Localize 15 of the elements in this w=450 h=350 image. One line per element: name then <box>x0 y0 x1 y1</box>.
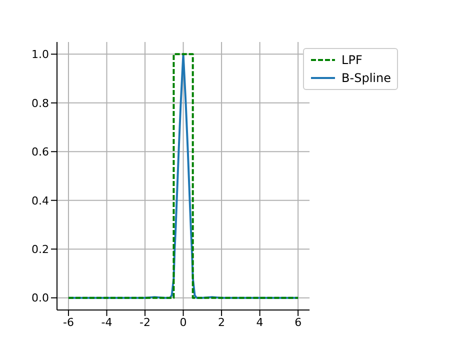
x-tick-label: 4 <box>256 316 264 329</box>
y-tick-label: 0.2 <box>32 242 49 256</box>
x-tick-label: 6 <box>294 316 302 329</box>
x-tick-label: -6 <box>62 316 74 329</box>
x-tick-label: -4 <box>101 316 112 329</box>
y-tick-label: 0.0 <box>32 292 49 305</box>
y-tick-label: 0.6 <box>32 146 49 159</box>
legend-label: B-Spline <box>342 70 391 87</box>
legend-label: LPF <box>342 52 362 69</box>
y-tick-label: 1.0 <box>32 48 49 62</box>
x-tick-label: -2 <box>140 316 150 329</box>
x-tick-label: 0 <box>180 316 187 329</box>
x-tick-label: 2 <box>218 316 226 329</box>
y-tick-label: 0.4 <box>32 194 49 208</box>
y-tick-label: 0.8 <box>32 96 49 110</box>
